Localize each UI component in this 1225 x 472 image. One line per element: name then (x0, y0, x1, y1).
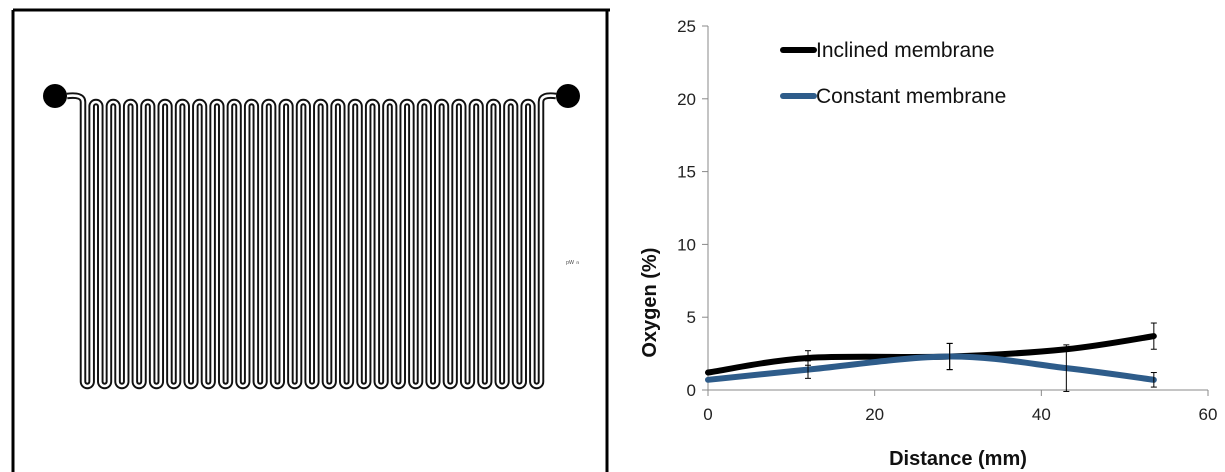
device-annotation: ᵖᵂ ⁿ (566, 259, 579, 268)
oxygen-chart-panel: 0 20 40 60 0 5 10 15 20 25 Distance (mm) Oxygen … (610, 0, 1225, 472)
y-tick-label: 10 (677, 235, 696, 254)
x-tick-label: 0 (703, 405, 712, 424)
error-bars (805, 322, 1157, 392)
x-tick-label: 60 (1199, 405, 1218, 424)
y-tick-label: 25 (677, 17, 696, 36)
outlet-port (556, 84, 580, 108)
y-tick-label: 20 (677, 90, 696, 109)
x-tick-label: 40 (1032, 405, 1051, 424)
x-axis-title: Distance (mm) (889, 448, 1027, 470)
channel-lumen (66, 94, 557, 388)
channel-outer (66, 92, 557, 390)
legend-label-inclined: Inclined membrane (816, 39, 995, 62)
serpentine-channel-diagram: ᵖᵂ ⁿ (11, 8, 610, 472)
y-tick-label: 15 (677, 163, 696, 182)
inlet-port (43, 84, 67, 108)
y-tick-label: 5 (687, 308, 696, 327)
chart-axes (707, 26, 1208, 391)
serpentine-channel (66, 92, 557, 390)
series-lines (705, 333, 1157, 383)
legend-label-constant: Constant membrane (816, 85, 1006, 108)
oxygen-line-chart: 0 20 40 60 0 5 10 15 20 25 Distance (mm) Oxygen … (639, 17, 1217, 470)
microfluidic-device-panel: ᵖᵂ ⁿ (0, 0, 610, 472)
y-axis-ticks: 0 5 10 15 20 25 (677, 17, 708, 400)
y-axis-title: Oxygen (%) (639, 248, 661, 358)
y-tick-label: 0 (687, 381, 696, 400)
chart-legend: Inclined membrane Constant membrane (780, 39, 1006, 108)
x-tick-label: 20 (865, 405, 884, 424)
x-axis-ticks: 0 20 40 60 (703, 390, 1217, 424)
